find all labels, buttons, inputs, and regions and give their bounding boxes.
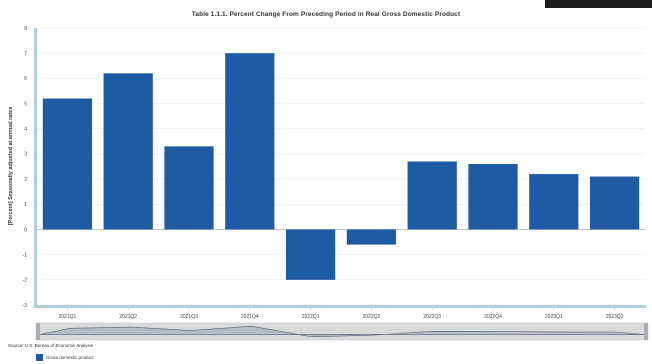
x-tick-label: 2021Q2 [119,314,137,320]
bar-2021Q1[interactable] [42,98,93,230]
bar-2023Q2[interactable] [589,176,640,230]
y-tick-label: 4 [24,127,27,133]
bar-2022Q1[interactable] [285,229,336,280]
legend[interactable]: Gross domestic product [36,354,94,361]
x-tick-label: 2023Q1 [545,314,563,320]
navigator-handle-right[interactable] [644,323,648,340]
navigator-area [39,325,645,338]
source-note: Source: U.S. Bureau of Economic Analysis [8,343,94,348]
y-tick-label: 2 [24,177,27,183]
y-tick-label: -1 [23,252,28,258]
x-tick-label: 2022Q4 [484,314,502,320]
top-edge-strip [545,0,652,8]
x-tick-label: 2022Q2 [363,314,381,320]
y-tick-label: -2 [23,278,28,284]
bar-2021Q3[interactable] [164,146,214,230]
y-tick-label: 6 [24,76,27,82]
y-tick-label: 0 [24,227,27,233]
y-axis-label: [Percent] Seasonally adjusted at annual … [8,107,14,226]
bar-2022Q4[interactable] [468,163,518,230]
legend-swatch [36,354,43,361]
x-tick-label: 2021Q3 [180,314,198,320]
chart-title: Table 1.1.1. Percent Change From Precedi… [191,11,461,18]
range-navigator[interactable] [35,322,649,341]
x-tick-label: 2022Q1 [302,314,320,320]
y-tick-label: -3 [23,303,28,309]
x-tick-label: 2021Q4 [241,314,259,320]
bar-2022Q2[interactable] [346,229,397,245]
x-axis-line [34,305,646,308]
bar-2021Q4[interactable] [225,53,275,230]
navigator-series [39,325,645,338]
x-tick-label: 2023Q2 [606,314,624,320]
bars [42,53,640,280]
y-axis-line [34,28,37,306]
x-tick-labels: 2021Q1 2021Q2 2021Q3 2021Q4 2022Q1 2022Q2 2022… [59,308,624,320]
x-tick-label: 2022Q3 [423,314,441,320]
bar-2023Q1[interactable] [529,174,579,230]
y-tick-label: 8 [24,26,27,32]
y-tick-label: 3 [24,152,27,158]
x-tick-label: 2021Q1 [59,314,77,320]
y-tick-labels: 8 7 6 5 4 3 2 1 0 -1 -2 -3 [23,26,28,309]
y-tick-label: 5 [24,101,27,107]
bar-2022Q3[interactable] [407,161,457,230]
navigator-handle-left[interactable] [36,323,40,340]
y-tick-label: 7 [24,51,27,57]
legend-label: Gross domestic product [46,355,94,360]
bar-2021Q2[interactable] [103,73,153,230]
y-tick-label: 1 [24,202,27,208]
